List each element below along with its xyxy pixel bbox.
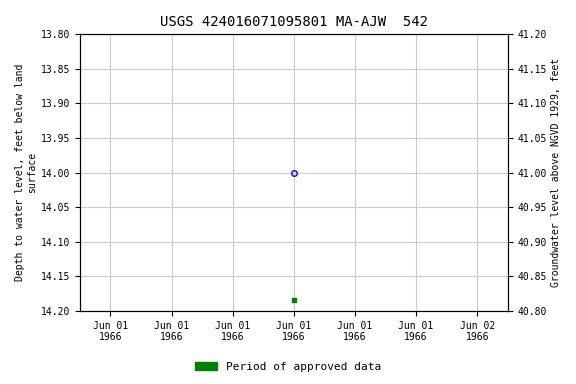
Y-axis label: Groundwater level above NGVD 1929, feet: Groundwater level above NGVD 1929, feet (551, 58, 561, 287)
Legend: Period of approved data: Period of approved data (191, 358, 385, 377)
Y-axis label: Depth to water level, feet below land
surface: Depth to water level, feet below land su… (15, 64, 37, 281)
Title: USGS 424016071095801 MA-AJW  542: USGS 424016071095801 MA-AJW 542 (160, 15, 428, 29)
